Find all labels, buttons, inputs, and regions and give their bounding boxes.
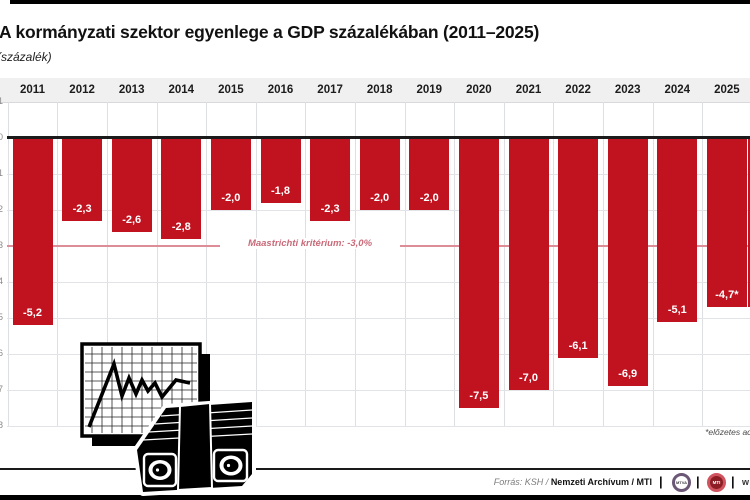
gridline-v [206, 102, 208, 426]
money-chart-illustration [80, 342, 256, 496]
y-tick-label: -3 [0, 240, 3, 250]
y-tick-label: -1 [0, 168, 3, 178]
year-label: 2018 [366, 84, 393, 96]
gridline-v [7, 102, 9, 426]
year-label: 2015 [218, 84, 244, 96]
axis-unit-label: (százalék) [0, 50, 52, 64]
year-label: 2025 [714, 84, 740, 96]
bar-value-label: -2,0 [370, 192, 390, 204]
bar: -6,1 [558, 138, 599, 358]
mti-logo: MTI [707, 473, 726, 492]
maastricht-label: Maastrichti kritérium: -3,0% [220, 238, 400, 249]
year-label: 2024 [664, 84, 691, 96]
bar: -7,5 [458, 138, 499, 408]
bar: -6,9 [607, 138, 648, 386]
bar: -2,0 [409, 138, 450, 210]
bar: -2,8 [161, 138, 202, 239]
year-label: 2022 [565, 84, 591, 96]
bar: -1,8 [260, 138, 301, 203]
year-label: 2023 [614, 84, 641, 96]
bar-value-label: -2,6 [122, 214, 142, 226]
bar-value-label: -7,5 [469, 390, 489, 402]
gridline-v [454, 102, 456, 426]
y-tick-label: -6 [0, 348, 3, 358]
bar: -4,7* [706, 138, 747, 307]
year-label: 2020 [466, 84, 492, 96]
bar: -2,6 [111, 138, 152, 232]
gridline-v [354, 102, 356, 426]
year-label: 2019 [416, 84, 443, 96]
separator-pipe: | [731, 474, 735, 489]
cropped-bar-sliver [748, 138, 750, 307]
bottom-rule [0, 495, 750, 500]
gridline-v [57, 102, 59, 426]
gridline-v [106, 102, 108, 426]
gridline-v [305, 102, 307, 426]
bar-value-label: -6,9 [618, 368, 638, 380]
footer-divider [0, 468, 750, 470]
year-label: 2013 [118, 84, 145, 96]
y-tick-label: -5 [0, 312, 3, 322]
y-tick-label: 0 [0, 132, 3, 142]
bar: -2,3 [62, 138, 103, 221]
mtva-logo: MTVA [672, 473, 691, 492]
money-stack-icon [133, 398, 256, 496]
page-title: A kormányzati szektor egyenlege a GDP sz… [0, 22, 540, 42]
separator-pipe: | [696, 474, 700, 489]
gridline-v [602, 102, 604, 426]
bar: -7,0 [508, 138, 549, 390]
top-rule [10, 0, 750, 4]
gridline-v [156, 102, 158, 426]
source-line: Forrás: KSH / Nemzeti Archívum / MTI [494, 477, 652, 487]
y-tick-label: -4 [0, 276, 3, 286]
bar-value-label: -4,7* [715, 289, 739, 301]
year-label: 2016 [267, 84, 294, 96]
gridline-h [7, 390, 750, 391]
bar-value-label: -1,8 [271, 185, 290, 197]
year-label: 2011 [20, 84, 45, 96]
zero-line [7, 136, 750, 139]
bar-value-label: -7,0 [519, 372, 538, 384]
separator-pipe: | [659, 474, 663, 489]
gridline-v [404, 102, 406, 426]
gridline-h [7, 354, 750, 355]
bar-value-label: -5,1 [667, 304, 687, 316]
y-tick-label: 1 [0, 96, 3, 106]
gridline-h [7, 318, 750, 319]
gridline-v [652, 102, 654, 426]
source-prefix: Forrás: KSH / [493, 477, 549, 487]
year-axis [0, 78, 750, 103]
bar: -2,3 [310, 138, 351, 221]
website-fragment: w [742, 477, 750, 487]
year-label: 2021 [515, 84, 542, 96]
bar: -2,0 [210, 138, 251, 210]
gridline-v [553, 102, 555, 426]
year-label: 2017 [317, 84, 343, 96]
bar-value-label: -2,0 [419, 192, 439, 204]
year-label: 2014 [168, 84, 195, 96]
gridline-h [7, 426, 750, 427]
bar-value-label: -2,8 [171, 221, 191, 233]
source-orgs: Nemzeti Archívum / MTI [550, 477, 652, 487]
gridline-h [7, 282, 750, 283]
gridline-h [7, 210, 750, 211]
y-tick-label: -2 [0, 204, 3, 214]
bar-value-label: -5,2 [23, 307, 42, 319]
bar-value-label: -2,3 [72, 203, 92, 215]
bar-value-label: -6,1 [568, 340, 588, 352]
bar-value-label: -2,0 [221, 192, 241, 204]
bar: -5,2 [12, 138, 53, 325]
footnote-preliminary: *előzetes adat [705, 427, 750, 437]
y-tick-label: -7 [0, 384, 3, 394]
gridline-v [702, 102, 704, 426]
year-label: 2012 [69, 84, 95, 96]
bar: -2,0 [359, 138, 400, 210]
bar-value-label: -2,3 [320, 203, 340, 215]
gridline-v [255, 102, 257, 426]
gridline-v [503, 102, 505, 426]
bar: -5,1 [657, 138, 698, 322]
y-tick-label: -8 [0, 420, 3, 430]
